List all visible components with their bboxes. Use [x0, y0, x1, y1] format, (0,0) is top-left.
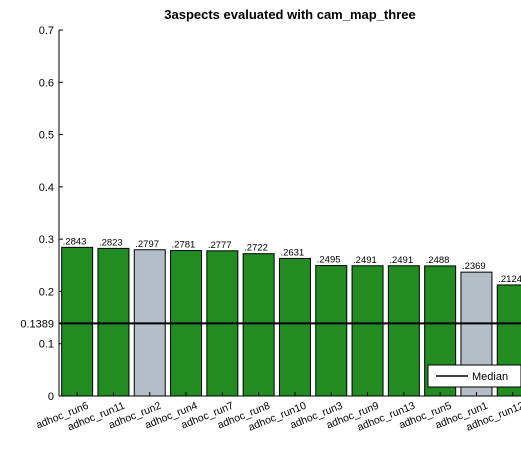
bar-adhoc_run3 — [315, 265, 348, 397]
median-value-label: 0.1389 — [20, 318, 54, 330]
legend-box — [427, 364, 521, 388]
bar-value-label: .2781 — [172, 240, 196, 251]
chart-title: 3aspects evaluated with cam_map_three — [164, 7, 415, 22]
bar-adhoc_run9 — [351, 265, 384, 397]
bar-value-label: .2369 — [462, 261, 486, 272]
bar-value-label: .2843 — [63, 236, 87, 247]
bar-adhoc_run10 — [278, 257, 311, 397]
y-tick-label: 0.2 — [39, 286, 54, 298]
y-tick-label: 0.7 — [39, 25, 54, 37]
bar-value-label: .2488 — [426, 255, 450, 266]
bar-adhoc_run13 — [387, 265, 420, 397]
y-tick-label: 0.1 — [39, 339, 54, 351]
y-tick-label: 0.5 — [39, 130, 54, 142]
bar-value-label: .2631 — [280, 247, 304, 258]
bar-adhoc_run8 — [242, 253, 275, 397]
plot-area: 00.10.20.30.40.50.60.7.2843adhoc_run6.28… — [20, 25, 521, 434]
y-tick-label: 0.6 — [39, 77, 54, 89]
bar-value-label: .2797 — [135, 239, 159, 250]
legend-median-label: Median — [472, 371, 508, 383]
bar-adhoc_run6 — [61, 246, 94, 397]
bar-value-label: .2777 — [208, 240, 232, 251]
bar-value-label: .2491 — [353, 255, 377, 266]
bar-value-label: .2124 — [498, 274, 521, 285]
bar-value-label: .2722 — [244, 243, 268, 254]
y-tick-label: 0 — [48, 391, 54, 403]
bar-adhoc_run11 — [97, 247, 130, 397]
bar-value-label: .2823 — [99, 237, 123, 248]
bar-value-label: .2495 — [317, 255, 341, 266]
y-tick-label: 0.4 — [39, 182, 54, 194]
y-tick-label: 0.3 — [39, 234, 54, 246]
bar-value-label: .2491 — [389, 255, 413, 266]
